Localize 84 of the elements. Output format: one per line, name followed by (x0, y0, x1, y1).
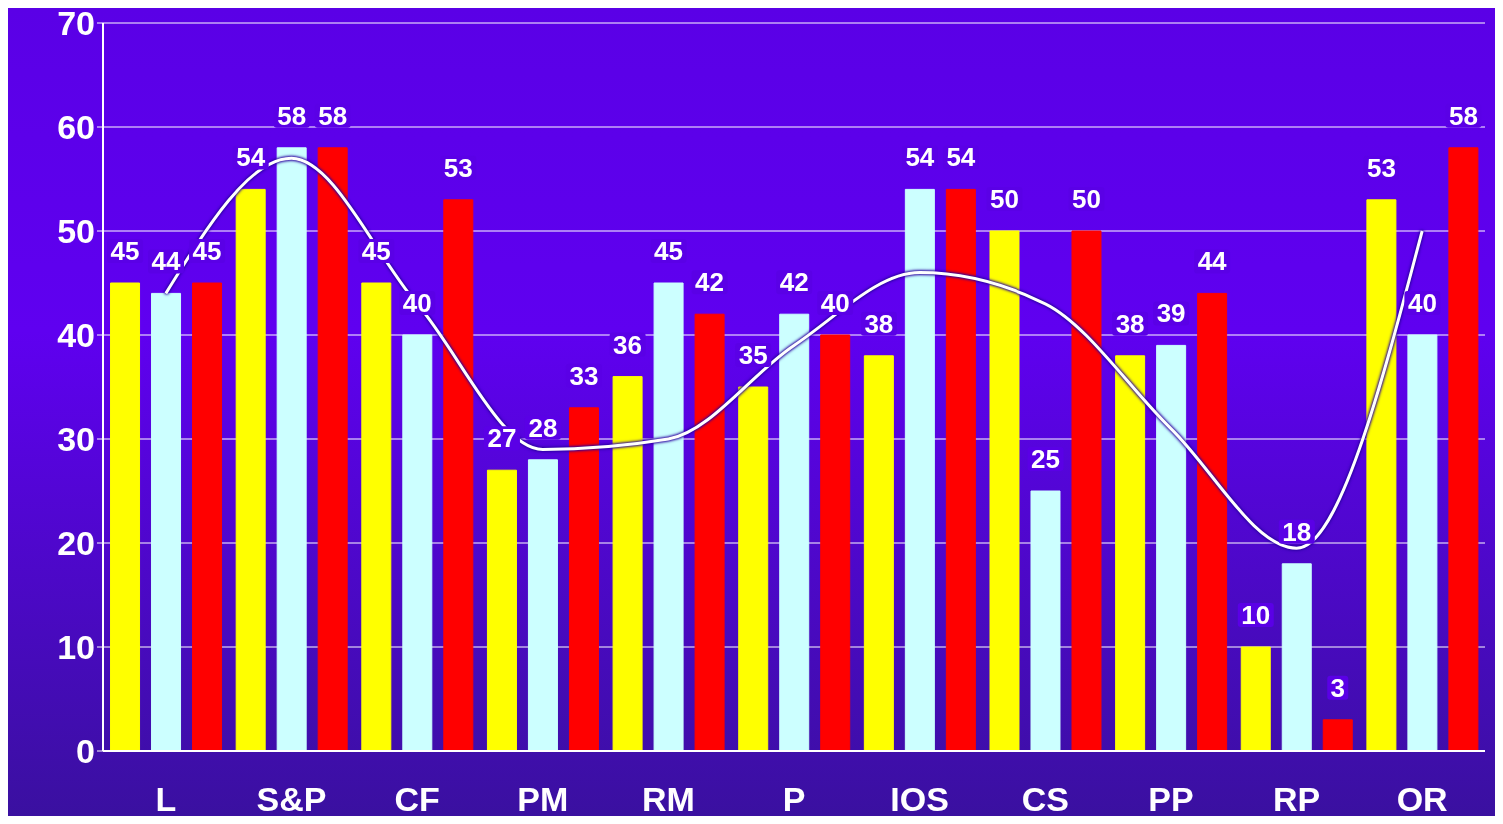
data-label: 38 (864, 308, 894, 339)
x-tick-label: CS (1021, 780, 1069, 819)
x-tick-label: RP (1272, 780, 1321, 819)
bar (527, 459, 558, 751)
bar (863, 355, 894, 751)
data-label: 3 (1330, 672, 1345, 703)
bar (1322, 719, 1353, 751)
bar (738, 386, 769, 751)
bar (904, 188, 935, 751)
bar (694, 313, 725, 751)
data-label: 40 (820, 288, 850, 318)
bar (443, 199, 474, 751)
data-label: 54 (236, 142, 266, 173)
x-tick-label: S&P (256, 780, 327, 819)
bar (317, 147, 348, 751)
y-tick-label: 20 (57, 524, 95, 563)
data-label: 58 (1448, 100, 1478, 131)
data-label: 18 (1282, 516, 1312, 547)
data-label: 42 (779, 267, 809, 298)
bar (1407, 334, 1438, 751)
data-label: 36 (613, 329, 643, 360)
data-label: 50 (1072, 184, 1101, 214)
bar (989, 230, 1020, 751)
x-tick-label: L (155, 780, 177, 819)
x-tick-label: P (782, 780, 806, 819)
data-label: 53 (443, 152, 473, 183)
y-tick-label: 10 (57, 628, 95, 667)
bar (1030, 490, 1061, 751)
bar (1240, 646, 1271, 751)
bar (945, 188, 976, 751)
bar (779, 313, 810, 751)
y-tick-label: 70 (57, 4, 95, 43)
data-label: 50 (990, 184, 1019, 214)
data-label: 54 (905, 142, 935, 173)
data-label: 27 (487, 423, 517, 454)
y-tick-label: 30 (57, 420, 95, 459)
data-label: 40 (1407, 288, 1437, 318)
data-label: 35 (738, 340, 768, 370)
y-tick-label: 40 (57, 316, 95, 355)
bar (151, 292, 182, 751)
data-label: 53 (1366, 152, 1396, 183)
data-label: 58 (318, 100, 348, 131)
bar (1115, 355, 1146, 751)
x-tick-label: RM (641, 780, 695, 819)
data-label: 25 (1031, 444, 1060, 474)
data-label: 58 (277, 100, 307, 131)
data-label: 10 (1241, 600, 1271, 630)
bar (612, 376, 643, 751)
bar (1156, 344, 1187, 751)
data-label: 45 (361, 236, 391, 266)
data-label: 28 (528, 412, 558, 443)
data-label: 33 (569, 360, 599, 391)
data-label: 44 (1197, 246, 1228, 277)
data-label: 42 (695, 267, 725, 298)
bar (820, 334, 851, 751)
data-label: 44 (151, 246, 182, 277)
bar (361, 282, 392, 751)
data-label: 39 (1156, 298, 1186, 329)
bar (110, 282, 141, 751)
data-label: 38 (1115, 308, 1145, 339)
x-tick-label: PM (517, 780, 569, 819)
bar (276, 147, 307, 751)
bar (653, 282, 684, 751)
y-tick-label: 0 (76, 732, 95, 771)
bar (1366, 199, 1397, 751)
y-tick-label: 50 (57, 212, 95, 251)
data-label: 54 (946, 142, 976, 173)
y-tick-label: 60 (57, 108, 95, 147)
x-tick-label: IOS (890, 780, 949, 819)
bar (402, 334, 433, 751)
data-label: 45 (110, 236, 140, 266)
bar (1281, 563, 1312, 751)
bar (1071, 230, 1102, 751)
x-tick-label: CF (394, 780, 440, 819)
data-label: 45 (654, 236, 684, 266)
bar (1197, 292, 1228, 751)
bar (192, 282, 223, 751)
bar (486, 469, 517, 751)
bar (1448, 147, 1479, 751)
data-label: 45 (192, 236, 222, 266)
bar (568, 407, 599, 751)
x-tick-label: OR (1396, 780, 1448, 819)
x-tick-label: PP (1148, 780, 1194, 819)
bar (235, 188, 266, 751)
